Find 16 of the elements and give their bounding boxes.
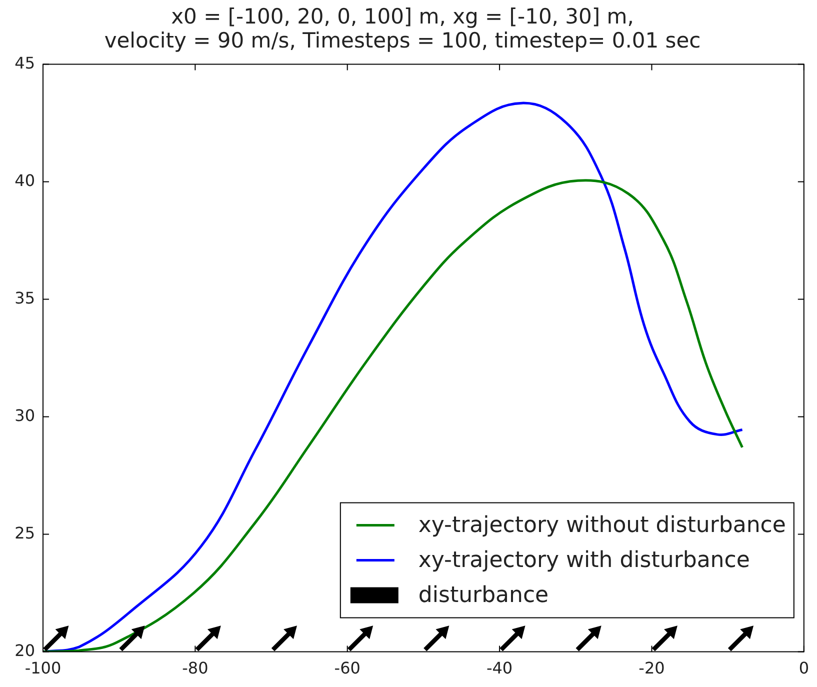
- x-tick-label: -20: [638, 658, 665, 678]
- y-tick-label: 40: [14, 170, 35, 190]
- y-tick-label: 30: [14, 406, 35, 425]
- x-tick-label: -60: [334, 658, 360, 678]
- y-tick-label: 20: [14, 640, 35, 660]
- legend-label: xy-trajectory with disturbance: [418, 548, 750, 574]
- chart-title: x0 = [-100, 20, 0, 100] m, xg = [-10, 30] m, velocity = 90 m/s, Timesteps = 100, timestep= 0.01 sec: [104, 4, 701, 53]
- x-tick-label: 0: [798, 658, 810, 678]
- y-tick-label: 45: [14, 53, 35, 72]
- y-tick-label: 25: [14, 523, 35, 542]
- x-tick-label: -100: [24, 658, 62, 678]
- legend-label: disturbance: [418, 583, 549, 608]
- legend-label: xy-trajectory without disturbance: [418, 513, 786, 538]
- x-tick-label: -80: [182, 658, 208, 678]
- x-tick-label: -40: [486, 658, 513, 678]
- y-tick-label: 35: [14, 288, 35, 308]
